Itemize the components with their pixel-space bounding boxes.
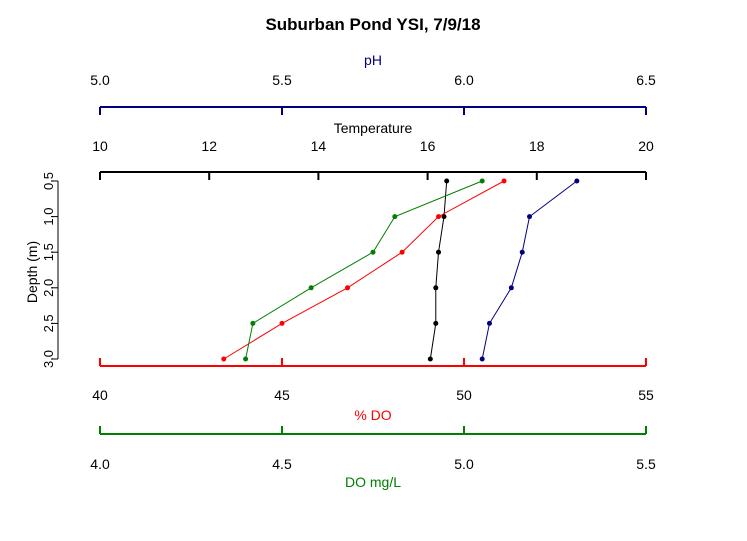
ph-series-line (481, 180, 578, 360)
do_mgl-data-point (479, 178, 485, 184)
temp-data-point (433, 285, 439, 291)
ph-tick-label: 6.5 (636, 72, 656, 88)
temp-tick-label: 10 (92, 138, 108, 154)
depth-tick-label: 0.5 (41, 172, 56, 190)
temp-data-point (433, 320, 439, 326)
temp-data-point (427, 356, 433, 362)
temp-tick-label: 20 (638, 138, 654, 154)
do_mgl-axis-label: DO mg/L (345, 474, 401, 490)
ph-data-point (486, 320, 492, 326)
depth-tick-label: 3.0 (41, 350, 56, 368)
temp-tick-label: 14 (311, 138, 327, 154)
ph-data-point (508, 285, 514, 291)
do_mgl-tick-label: 5.0 (454, 456, 474, 472)
ph-tick-label: 6.0 (454, 72, 474, 88)
do_mgl-series-line (245, 180, 483, 360)
do_pct-series-line (223, 180, 505, 360)
temp-data-point (444, 178, 450, 184)
temp-series-line (429, 180, 448, 360)
do_pct-data-point (345, 285, 351, 291)
ph-data-point (527, 214, 533, 220)
ph-data-point (574, 178, 580, 184)
do_pct-tick-label: 40 (92, 387, 108, 403)
do_pct-tick-label: 45 (274, 387, 290, 403)
do_mgl-data-point (370, 249, 376, 255)
do_mgl-data-point (243, 356, 249, 362)
do_pct-tick-label: 50 (456, 387, 472, 403)
temp-axis-label: Temperature (334, 120, 413, 136)
temp-tick-label: 16 (420, 138, 436, 154)
depth-axis: 0.5 1.0 1.5 2.0 2.5 3.0 (41, 172, 59, 368)
do_pct-data-point (279, 320, 285, 326)
do_pct-data-point (399, 249, 405, 255)
do_pct-axis-label: % DO (354, 407, 391, 423)
depth-tick-label: 1.0 (41, 208, 56, 226)
ph-data-point (479, 356, 485, 362)
do_mgl-data-point (308, 285, 314, 291)
ph-tick-label: 5.0 (90, 72, 110, 88)
do_pct-tick-label: 55 (638, 387, 654, 403)
do_pct-data-point (436, 214, 442, 220)
chart-title: Suburban Pond YSI, 7/9/18 (265, 15, 480, 34)
temp-tick-label: 12 (201, 138, 217, 154)
depth-tick-label: 2.0 (41, 279, 56, 297)
do_mgl-data-point (392, 214, 398, 220)
do_pct-data-point (501, 178, 507, 184)
do_pct-data-point (221, 356, 227, 362)
ph-tick-label: 5.5 (272, 72, 292, 88)
temp-tick-label: 18 (529, 138, 545, 154)
do_mgl-tick-label: 4.0 (90, 456, 110, 472)
series-layer (221, 178, 580, 362)
axes-layer: 5.0 5.5 6.0 6.5 pH 10 12 14 16 18 20 Temperature 40 4… (90, 52, 656, 490)
depth-tick-label: 1.5 (41, 243, 56, 261)
do_mgl-tick-label: 5.5 (636, 456, 656, 472)
do_mgl-data-point (250, 320, 256, 326)
ph-data-point (519, 249, 525, 255)
temp-data-point (436, 249, 442, 255)
do_mgl-tick-label: 4.5 (272, 456, 292, 472)
y-axis-label: Depth (m) (24, 241, 40, 303)
temp-data-point (441, 214, 447, 220)
ph-axis-label: pH (364, 52, 382, 68)
depth-tick-label: 2.5 (41, 314, 56, 332)
